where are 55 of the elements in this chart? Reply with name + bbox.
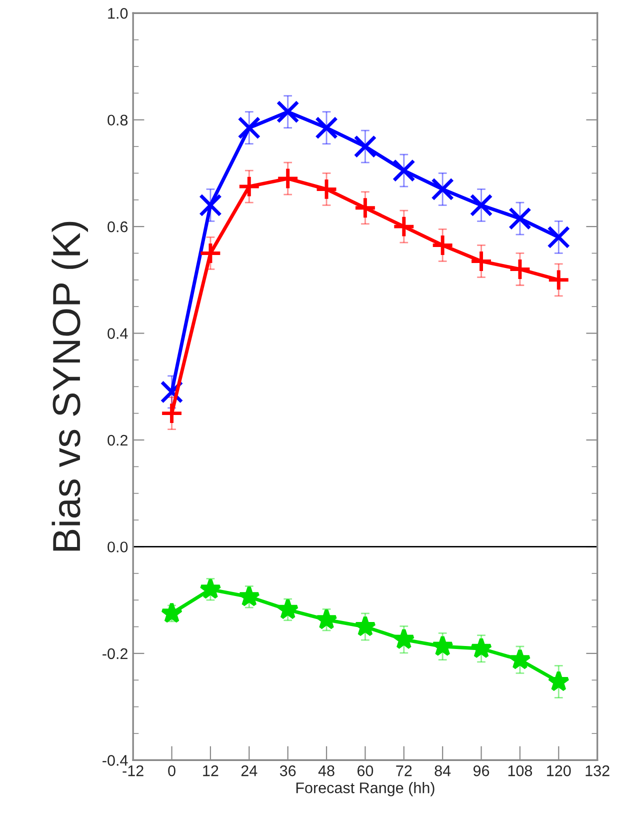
point: [276, 167, 300, 190]
point: [392, 628, 415, 650]
point: [508, 648, 531, 670]
point: [547, 226, 570, 249]
y-tick-label: 0.2: [108, 434, 128, 446]
x-tick-label: 96: [473, 765, 490, 776]
point: [276, 100, 300, 124]
point: [315, 178, 338, 201]
x-tick-label: 108: [508, 765, 532, 776]
x-tick-label: 0: [168, 765, 176, 776]
point: [316, 608, 338, 630]
point: [354, 615, 376, 636]
y-axis-title: Bias vs SYNOP (K): [52, 222, 88, 551]
x-tick-label: 36: [280, 765, 296, 776]
point: [199, 242, 222, 265]
point: [354, 196, 377, 220]
point: [470, 250, 493, 273]
point: [548, 670, 570, 692]
point: [392, 159, 416, 182]
point: [470, 194, 493, 217]
y-tick-label: 0.8: [108, 114, 128, 126]
x-axis-title: Forecast Range (hh): [296, 782, 434, 796]
point: [276, 598, 299, 620]
x-tick-label: 60: [357, 765, 374, 776]
y-tick-label: 0.4: [108, 328, 128, 339]
x-tick-label: 24: [241, 765, 258, 776]
point: [431, 234, 454, 257]
x-tick-label: 132: [586, 765, 610, 776]
x-tick-label: 12: [203, 765, 218, 776]
point: [354, 135, 377, 158]
point: [199, 194, 222, 217]
point: [431, 178, 454, 201]
point: [508, 207, 532, 230]
x-tick-label: -12: [122, 765, 144, 776]
point: [315, 116, 338, 140]
y-tick-label: 0.6: [108, 221, 128, 232]
point: [160, 402, 184, 425]
point: [238, 116, 261, 140]
x-tick-label: 72: [396, 765, 412, 776]
x-tick-label: 48: [318, 765, 334, 776]
y-tick-label: -0.4: [102, 755, 128, 766]
x-tick-label: 120: [547, 765, 571, 776]
y-tick-label: 1.0: [108, 8, 128, 19]
point: [547, 268, 570, 292]
y-tick-label: 0.0: [108, 542, 128, 552]
point: [432, 635, 454, 656]
point: [470, 637, 492, 658]
point: [160, 602, 183, 624]
x-tick-label: 84: [434, 765, 451, 776]
point: [392, 215, 416, 238]
point: [238, 175, 261, 198]
y-tick-label: -0.2: [102, 648, 128, 660]
point: [508, 258, 532, 281]
point: [199, 578, 222, 599]
point: [238, 585, 260, 606]
